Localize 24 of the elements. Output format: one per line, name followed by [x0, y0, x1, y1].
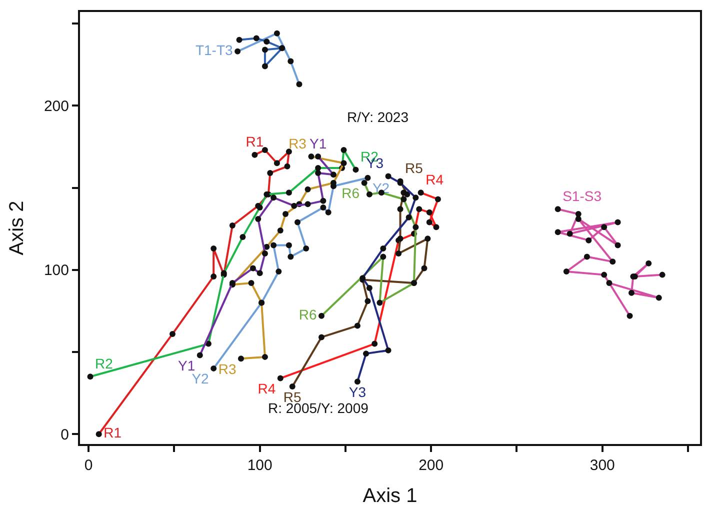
- annotation: R/Y: 2023: [347, 109, 409, 125]
- series-label: R4: [258, 380, 276, 397]
- y-axis-title: Axis 2: [6, 200, 28, 256]
- series-label: R3: [218, 360, 236, 377]
- text: Y1: [310, 135, 327, 152]
- series-label: R5: [405, 160, 424, 176]
- y-tick-label: 0: [60, 426, 69, 444]
- y-tick-label: 200: [44, 98, 69, 115]
- text: R4: [426, 171, 444, 188]
- series-label: S1-S3: [562, 188, 602, 204]
- series-label: R1: [246, 134, 264, 150]
- text: R1: [104, 424, 122, 441]
- text: Y3: [348, 384, 366, 400]
- x-axis-title: Axis 1: [362, 485, 418, 507]
- x-tick-label: 300: [590, 457, 615, 474]
- x-tick-label: 100: [247, 457, 272, 474]
- series-label: R2: [95, 355, 114, 372]
- x-tick-label: 200: [418, 457, 444, 474]
- y-tick-label: 100: [44, 262, 69, 280]
- x-tick-label: 0: [84, 457, 93, 474]
- series-label: T1-T3: [195, 42, 234, 58]
- text: R3: [288, 135, 306, 152]
- text: R6: [342, 185, 360, 202]
- series-label: R6: [298, 306, 317, 322]
